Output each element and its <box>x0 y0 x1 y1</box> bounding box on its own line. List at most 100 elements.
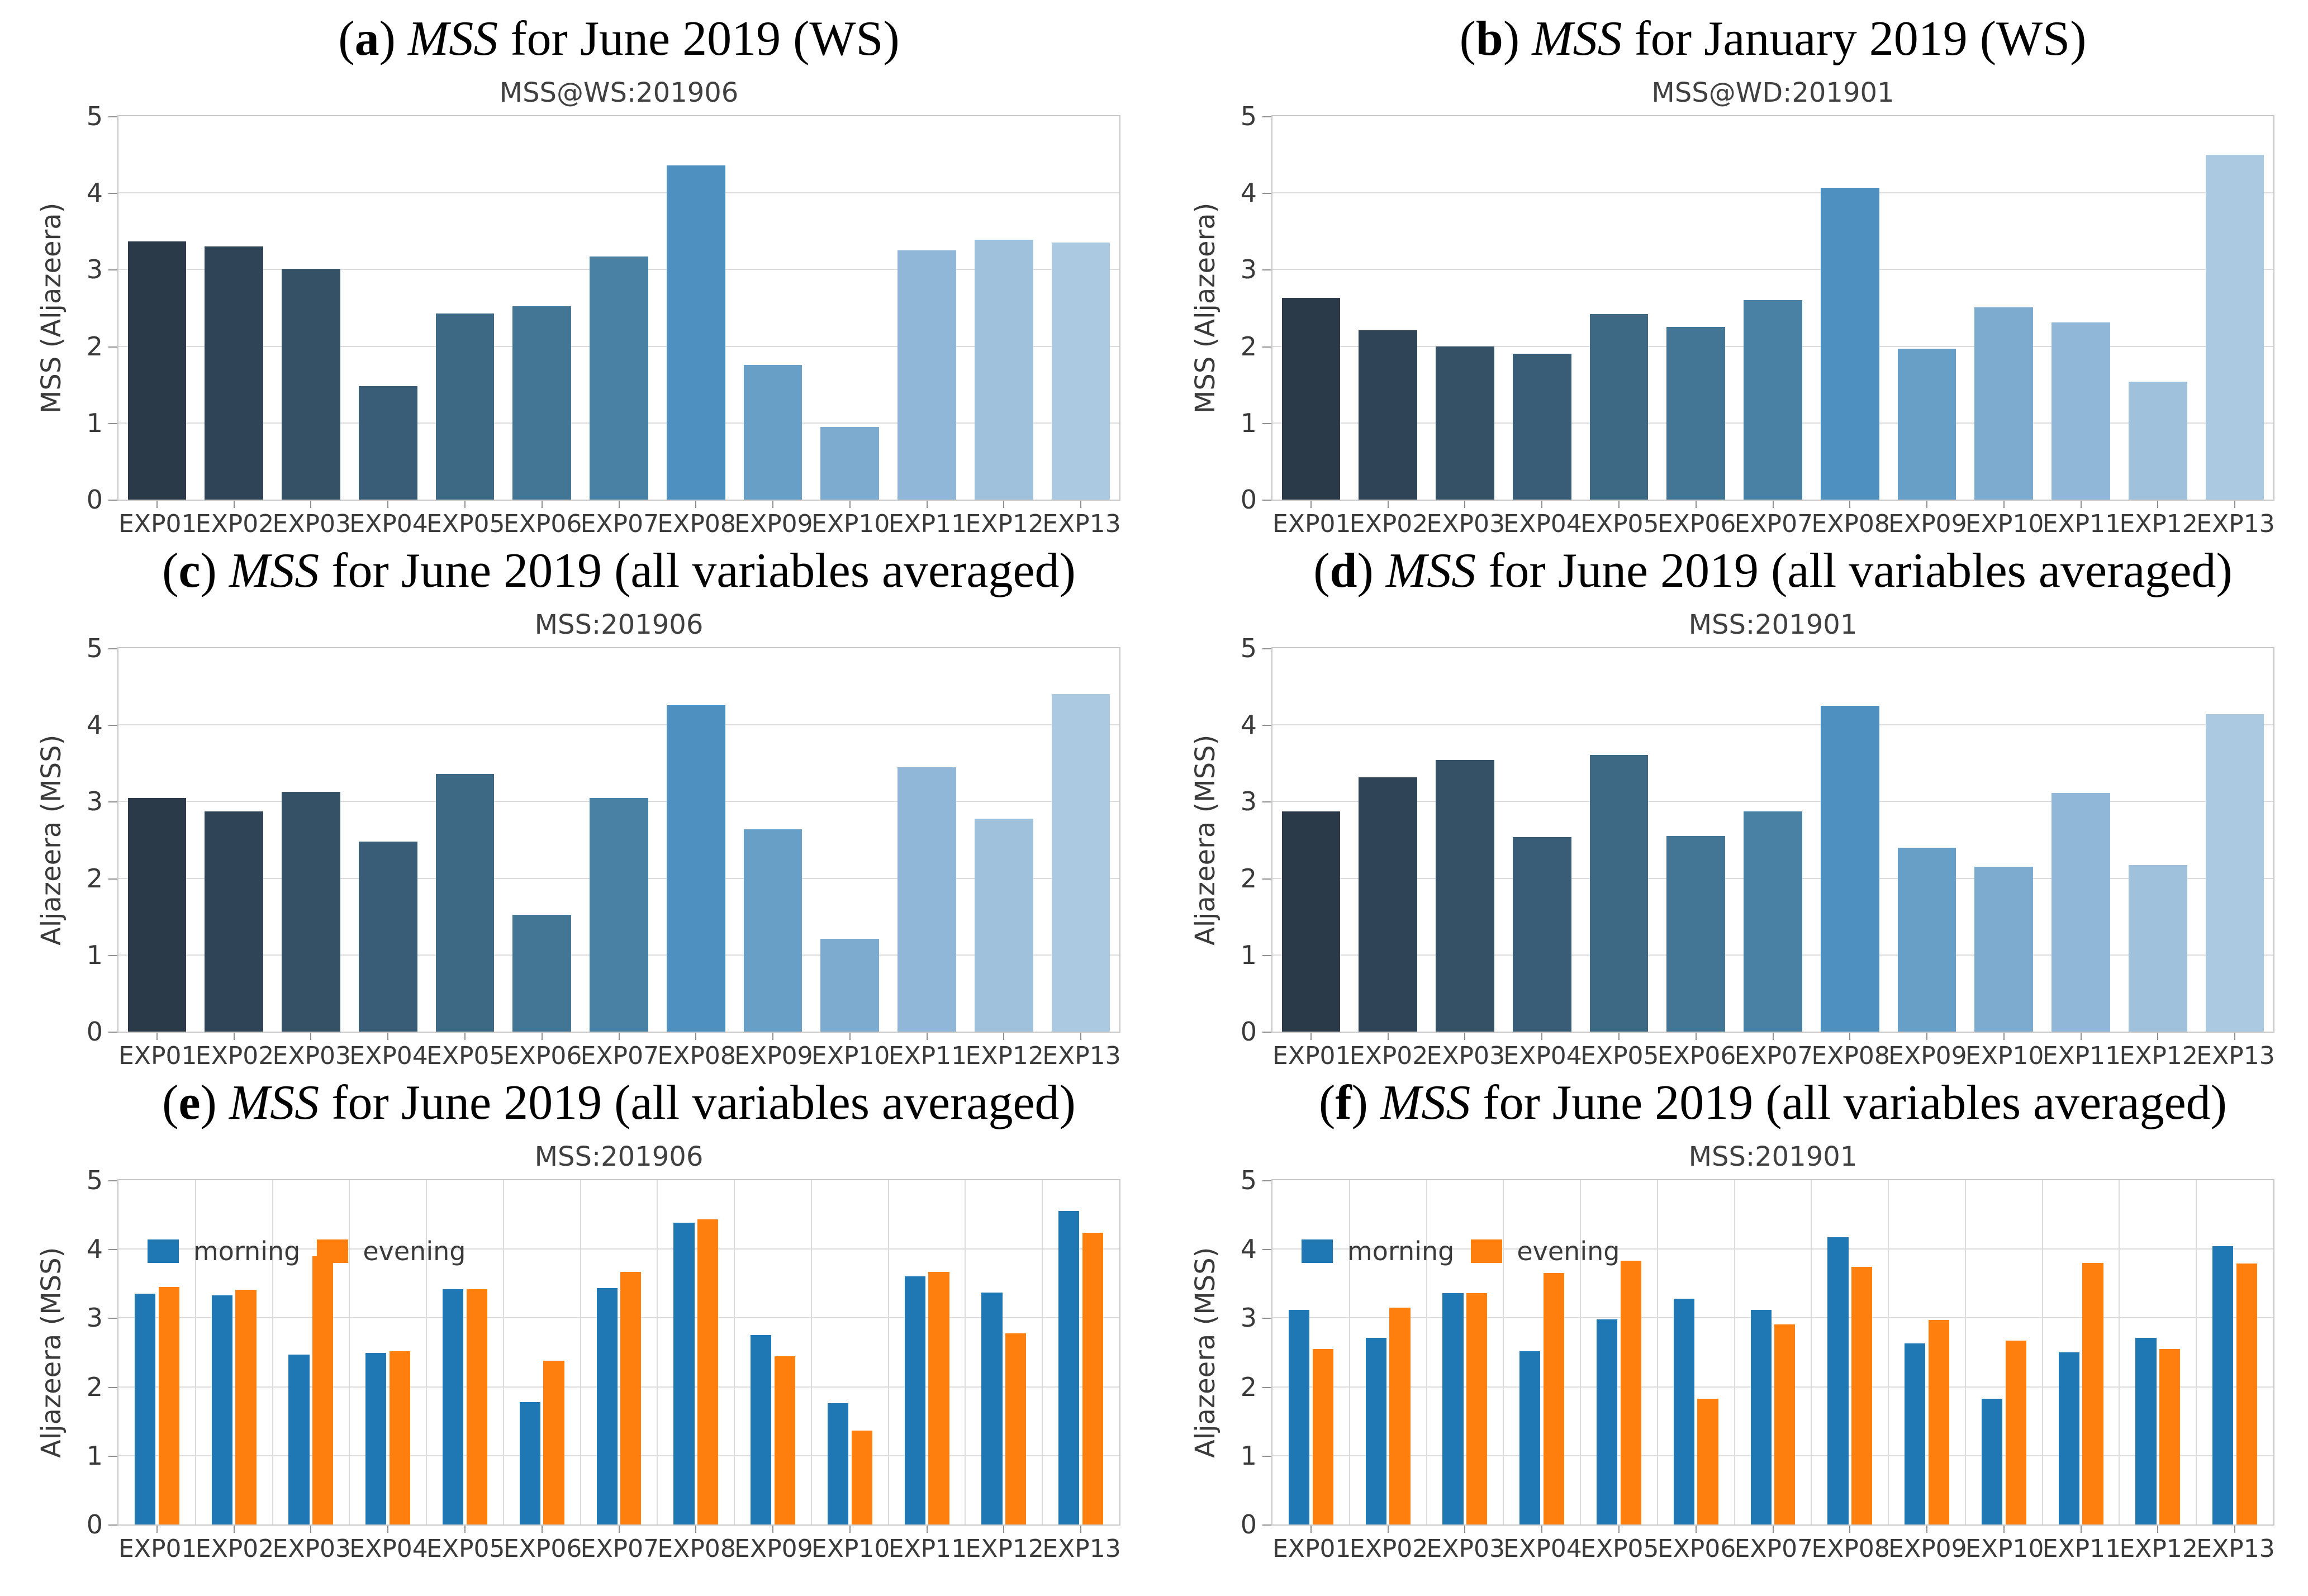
bar-EXP03-morning <box>288 1354 310 1524</box>
x-tick-mark <box>1003 1033 1005 1040</box>
y-tick-label: 3 <box>1240 254 1257 285</box>
bar-EXP02-evening <box>235 1289 257 1524</box>
x-tick-label: EXP07 <box>580 1535 659 1563</box>
x-tick-mark <box>464 501 466 508</box>
caption-part: ( <box>162 544 179 598</box>
x-tick-mark <box>1310 1526 1312 1533</box>
caption-part: MSS <box>229 1076 320 1130</box>
x-tick-label: EXP11 <box>2042 1042 2121 1070</box>
plot-box <box>1271 115 2274 501</box>
x-tick-mark <box>2080 501 2082 508</box>
x-tick-mark <box>695 1033 697 1040</box>
x-tick-mark <box>849 1526 851 1533</box>
gridline-vertical <box>965 1180 966 1524</box>
y-tick-mark <box>1262 346 1271 348</box>
bar-EXP08 <box>1820 705 1879 1032</box>
bar-EXP06-evening <box>543 1360 564 1524</box>
gridline-vertical <box>1888 1180 1889 1524</box>
bar-EXP13 <box>2205 714 2264 1032</box>
x-tick-label: EXP03 <box>272 1535 351 1563</box>
plot-title: MSS:201906 <box>534 1141 704 1172</box>
bar-EXP13-evening <box>1082 1232 1104 1524</box>
x-tick-mark <box>1464 1033 1466 1040</box>
x-tick-mark <box>695 1526 697 1533</box>
bar-EXP02 <box>205 811 263 1032</box>
x-tick-mark <box>541 501 543 508</box>
caption-part: MSS <box>1532 12 1622 66</box>
bar-EXP09 <box>1897 348 1956 500</box>
x-tick-mark <box>849 1033 851 1040</box>
x-tick-label: EXP04 <box>1503 510 1582 538</box>
y-axis-label: Aljazeera (MSS) <box>36 734 67 946</box>
bar-EXP08-morning <box>1827 1237 1849 1524</box>
caption-part: ) <box>379 12 408 66</box>
x-tick-label: EXP09 <box>1888 510 1967 538</box>
gridline-vertical <box>887 1180 889 1524</box>
gridline-horizontal <box>1272 724 2273 726</box>
y-axis-label: Aljazeera (MSS) <box>1190 734 1221 946</box>
x-tick-mark <box>1310 501 1312 508</box>
bar-EXP05-morning <box>443 1289 464 1524</box>
x-tick-mark <box>2003 1033 2005 1040</box>
x-tick-label: EXP12 <box>2119 1042 2198 1070</box>
caption-part: MSS <box>1380 1076 1471 1130</box>
bar-EXP07 <box>1744 811 1802 1032</box>
bar-EXP04-evening <box>1543 1273 1565 1524</box>
y-tick-mark <box>1262 648 1271 649</box>
y-axis-label: Aljazeera (MSS) <box>36 1247 67 1458</box>
y-tick-mark <box>1262 422 1271 424</box>
bar-EXP08 <box>666 705 725 1032</box>
gridline-horizontal <box>118 724 1119 726</box>
caption-part: MSS <box>1385 544 1476 598</box>
x-tick-label: EXP06 <box>503 510 582 538</box>
x-tick-mark <box>1310 1033 1312 1040</box>
y-tick-label: 4 <box>1240 1234 1257 1265</box>
x-tick-label: EXP04 <box>1503 1042 1582 1070</box>
bar-EXP12 <box>2128 381 2187 500</box>
x-tick-mark <box>1541 1033 1543 1040</box>
x-tick-mark <box>2157 1526 2159 1533</box>
x-tick-mark <box>310 1033 312 1040</box>
y-axis-label: MSS (Aljazeera) <box>36 202 67 414</box>
x-tick-mark <box>156 501 158 508</box>
x-tick-label: EXP10 <box>1965 1535 2044 1563</box>
x-tick-mark <box>1080 1526 1082 1533</box>
x-tick-label: EXP02 <box>1349 1535 1428 1563</box>
bar-EXP03 <box>282 791 340 1032</box>
x-tick-label: EXP10 <box>811 1042 890 1070</box>
y-tick-mark <box>108 878 117 880</box>
plot-box: morning evening <box>117 1179 1120 1526</box>
morning-swatch <box>1302 1239 1333 1263</box>
y-tick-label: 3 <box>86 1303 103 1333</box>
caption-part: ( <box>1313 544 1330 598</box>
y-tick-label: 4 <box>1240 710 1257 740</box>
y-tick-label: 2 <box>86 863 103 894</box>
caption-part: MSS <box>229 544 320 598</box>
x-tick-label: EXP05 <box>1580 1535 1659 1563</box>
gridline-vertical <box>2041 1180 2043 1524</box>
x-tick-mark <box>1387 1033 1389 1040</box>
y-tick-label: 3 <box>86 786 103 817</box>
x-tick-label: EXP11 <box>2042 510 2121 538</box>
bar-EXP10 <box>1974 307 2034 500</box>
legend-entry-morning: morning <box>1302 1236 1454 1266</box>
gridline-horizontal <box>1272 269 2273 270</box>
x-tick-mark <box>772 1033 774 1040</box>
panel-c: (c) MSS for June 2019 (all variables ave… <box>0 532 1154 1070</box>
bar-EXP02-evening <box>1389 1307 1411 1524</box>
x-tick-mark <box>695 501 697 508</box>
bar-EXP10-evening <box>2005 1341 2026 1524</box>
x-tick-label: EXP12 <box>2119 1535 2198 1563</box>
bar-EXP11-evening <box>928 1271 949 1524</box>
bar-EXP11-morning <box>904 1276 925 1524</box>
caption-part: ( <box>1319 1076 1336 1130</box>
bar-EXP02 <box>1359 777 1417 1032</box>
y-axis-label: Aljazeera (MSS) <box>1190 1247 1221 1458</box>
plot-box: morning evening <box>1271 1179 2274 1526</box>
x-tick-label: EXP03 <box>1426 1535 1505 1563</box>
bar-EXP04-morning <box>365 1353 387 1524</box>
bar-EXP12 <box>974 818 1033 1032</box>
x-tick-label: EXP09 <box>734 1535 813 1563</box>
bar-EXP05-morning <box>1597 1319 1618 1524</box>
